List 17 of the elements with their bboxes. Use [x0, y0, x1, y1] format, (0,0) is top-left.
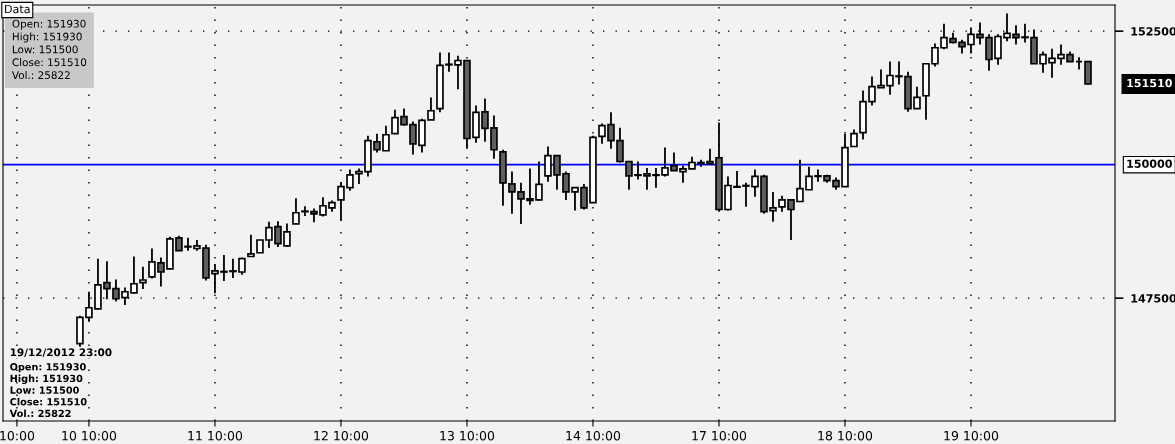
x-tick-label: 18 10:00 [818, 430, 873, 441]
x-tick-label: 11 10:00 [188, 430, 243, 441]
x-tick-label: 12 10:00 [314, 430, 369, 441]
x-tick-label: 19 10:00 [944, 430, 999, 441]
ref-line-label: 150000 [1127, 159, 1172, 168]
annotation: Open: 151930 High: 151930 Low: 151500 Close: 151510 Vol.: 25822 [11, 19, 87, 80]
text: 151510 [1127, 78, 1172, 88]
x-tick-label: 10 10:00 [62, 430, 117, 441]
annotation: 19/12/2012 23:00 [10, 348, 112, 358]
x-tick-label: 10:00 [0, 430, 35, 441]
candlestick [292, 197, 300, 225]
chart-title: Data [5, 4, 30, 14]
x-tick-label: 13 10:00 [440, 430, 495, 441]
x-tick-label: 14 10:00 [566, 430, 621, 441]
candlestick [1084, 60, 1092, 86]
x-tick-label: 17 10:00 [692, 430, 747, 441]
annotation: Open: 151930 High: 151930 Low: 151500 Close: 151510 Vol.: 25822 [9, 363, 87, 418]
